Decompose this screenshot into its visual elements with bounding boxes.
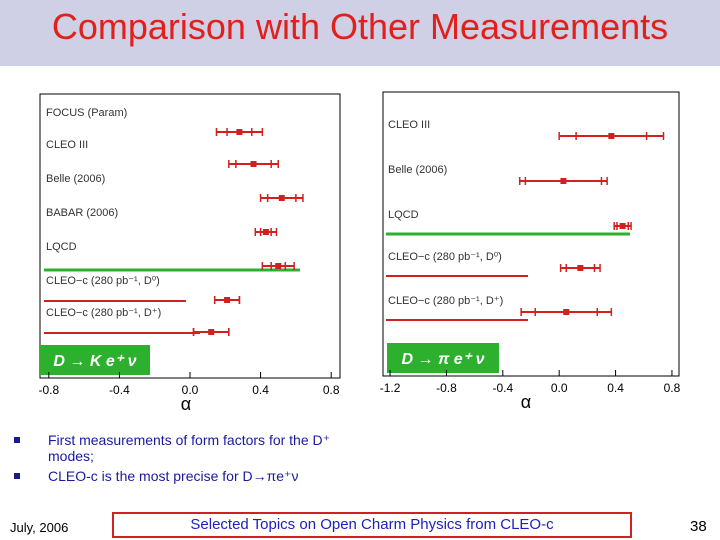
measurement-label: CLEO−c (280 pb⁻¹, D⁺) (46, 307, 161, 319)
x-tick-label: -1.2 (380, 381, 401, 395)
data-point (619, 223, 626, 229)
x-tick-label: -0.8 (436, 381, 457, 395)
channel-label-box-pi (387, 343, 499, 373)
channel-label-k: D → K e⁺ ν (53, 353, 136, 370)
plot-pi-channel: CLEO III Belle (2006) LQCD CLEO−c (280 pb⁻¹… (380, 91, 681, 412)
channel-label-pi: D → π e⁺ ν (402, 351, 485, 368)
x-tick-label: 0.0 (182, 383, 199, 397)
x-tick-label: 0.8 (323, 383, 340, 397)
data-point (560, 178, 567, 184)
bullet-marker (14, 437, 20, 443)
x-tick-label: -0.4 (109, 383, 130, 397)
data-point (262, 229, 269, 235)
data-point (224, 297, 231, 303)
data-point (275, 263, 282, 269)
x-tick-label: 0.0 (551, 381, 568, 395)
measurement-label: CLEO III (388, 119, 430, 131)
data-point (278, 195, 285, 201)
x-axis-label-k: α (181, 394, 191, 414)
measurement-label: Belle (2006) (388, 164, 447, 176)
measurement-label: CLEO−c (280 pb⁻¹, D⁰) (46, 275, 160, 287)
x-tick-label: 0.4 (607, 381, 624, 395)
data-point (577, 265, 584, 271)
measurement-label: FOCUS (Param) (46, 107, 127, 119)
data-point (208, 329, 215, 335)
measurement-label: CLEO−c (280 pb⁻¹, D⁺) (388, 295, 503, 307)
bullet-text: CLEO-c is the most precise for D→πe⁺ν (48, 468, 299, 484)
data-point (608, 133, 615, 139)
plot-k-frame (39, 93, 341, 379)
x-axis-label-pi: α (521, 392, 531, 412)
measurement-label: CLEO III (46, 139, 88, 151)
measurement-label: CLEO−c (280 pb⁻¹, D⁰) (388, 251, 502, 263)
bullet-marker (14, 473, 20, 479)
bullet-item: First measurements of form factors for t… (14, 432, 374, 464)
plot-k-channel: FOCUS (Param) CLEO III Belle (2006) BABAR (… (38, 93, 341, 414)
slide-title: Comparison with Other Measurements (51, 6, 669, 47)
data-point (236, 129, 243, 135)
x-tick-label: 0.8 (664, 381, 681, 395)
measurement-label: LQCD (46, 241, 77, 253)
bullet-item: CLEO-c is the most precise for D→πe⁺ν (14, 468, 374, 484)
bullet-list: First measurements of form factors for t… (14, 432, 374, 484)
footer-date: July, 2006 (10, 520, 69, 535)
data-point (563, 309, 570, 315)
x-tick-label: -0.4 (492, 381, 513, 395)
x-tick-label: -0.8 (38, 383, 59, 397)
measurement-label: Belle (2006) (46, 173, 105, 185)
measurement-label: LQCD (388, 209, 419, 221)
channel-label-box-k (40, 345, 150, 375)
x-tick-label: 0.4 (252, 383, 269, 397)
bullet-text: First measurements of form factors for t… (48, 432, 331, 464)
footer-title: Selected Topics on Open Charm Physics fr… (112, 512, 632, 538)
data-point (250, 161, 257, 167)
page-number: 38 (690, 518, 707, 535)
title-band (0, 0, 720, 66)
measurement-label: BABAR (2006) (46, 207, 118, 219)
